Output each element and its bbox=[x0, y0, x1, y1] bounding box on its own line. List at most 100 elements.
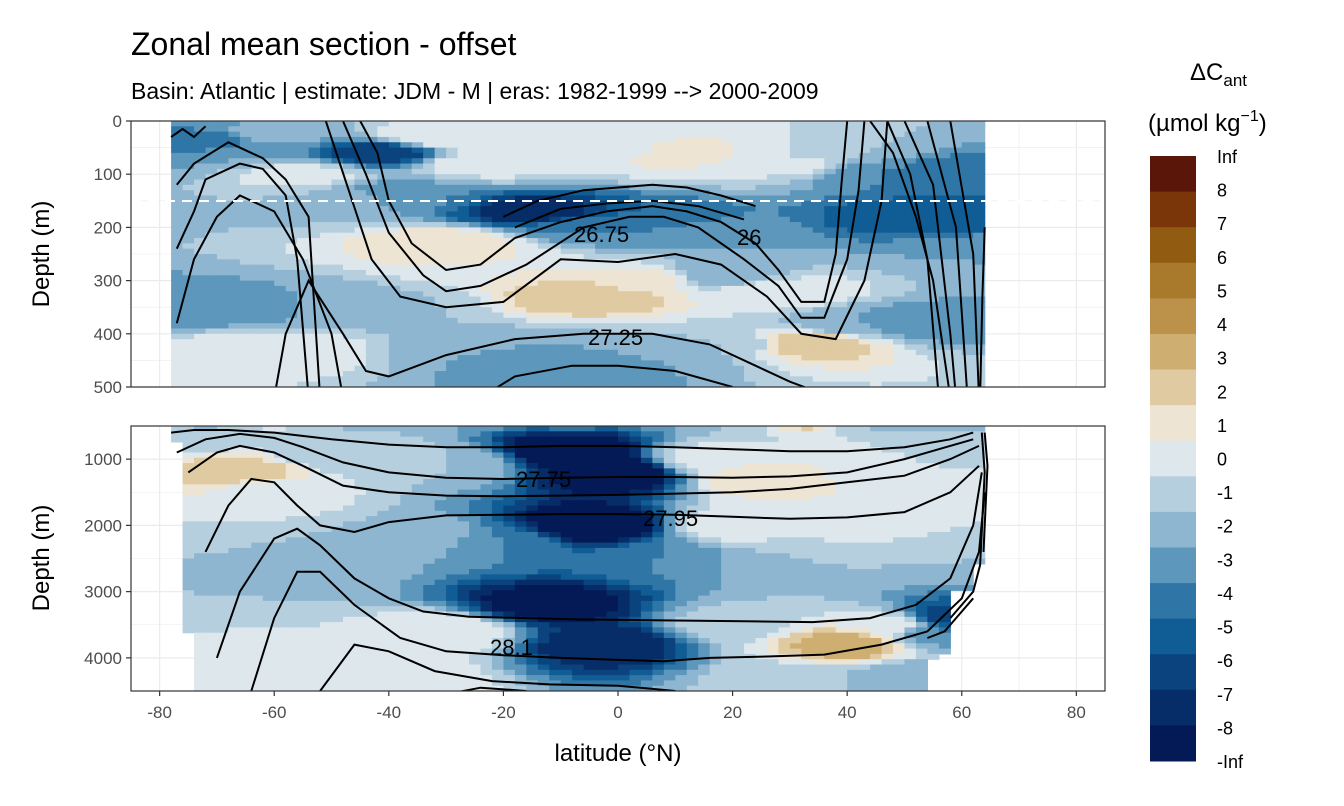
field-cell-upper bbox=[709, 312, 722, 319]
field-cell-upper bbox=[870, 168, 883, 175]
field-cell-upper bbox=[824, 280, 837, 287]
field-cell-upper bbox=[583, 312, 596, 319]
field-cell-lower bbox=[400, 494, 413, 501]
field-cell-lower bbox=[663, 457, 676, 464]
contour-label-27-25: 27.25 bbox=[588, 325, 643, 350]
field-cell-lower bbox=[778, 452, 791, 459]
field-cell-upper bbox=[927, 163, 940, 170]
field-cell-upper bbox=[744, 243, 757, 250]
field-cell-upper bbox=[434, 190, 447, 197]
field-cell-upper bbox=[377, 264, 390, 271]
field-cell-upper bbox=[870, 131, 883, 138]
field-cell-upper bbox=[434, 381, 447, 387]
field-cell-upper bbox=[182, 259, 195, 266]
field-cell-upper bbox=[801, 227, 814, 234]
field-cell-lower bbox=[732, 441, 745, 448]
field-cell-upper bbox=[755, 121, 768, 127]
field-cell-upper bbox=[205, 190, 218, 197]
field-cell-upper bbox=[847, 344, 860, 351]
panel-upper-border bbox=[130, 120, 1106, 388]
field-cell-lower bbox=[870, 441, 883, 448]
field-cell-upper bbox=[549, 195, 562, 202]
field-cell-upper bbox=[491, 291, 505, 298]
field-cell-upper bbox=[801, 312, 814, 319]
field-cell-upper bbox=[354, 121, 367, 127]
field-cell-upper bbox=[698, 323, 711, 330]
field-cell-upper bbox=[480, 371, 493, 377]
field-cell-upper bbox=[297, 301, 310, 308]
field-cell-upper bbox=[778, 163, 791, 170]
field-cell-upper bbox=[595, 333, 608, 340]
field-cell-upper bbox=[881, 254, 894, 260]
field-cell-upper bbox=[858, 195, 871, 202]
field-cell-upper bbox=[342, 163, 356, 170]
field-cell-upper bbox=[904, 280, 917, 287]
field-cell-lower bbox=[858, 426, 871, 432]
field-cell-lower bbox=[618, 521, 631, 528]
field-cell-lower bbox=[961, 484, 974, 491]
field-cell-upper bbox=[514, 269, 527, 276]
field-cell-upper bbox=[801, 147, 814, 154]
field-cell-upper bbox=[297, 285, 310, 292]
field-cell-upper bbox=[400, 264, 413, 271]
field-cell-upper bbox=[308, 355, 321, 361]
field-cell-lower bbox=[537, 500, 550, 507]
field-cell-upper bbox=[377, 323, 390, 330]
field-cell-upper bbox=[457, 174, 470, 181]
field-cell-upper bbox=[858, 381, 871, 387]
field-cell-upper bbox=[377, 301, 390, 308]
field-cell-upper bbox=[331, 264, 344, 271]
field-cell-lower bbox=[698, 436, 711, 443]
field-cell-upper bbox=[686, 254, 699, 260]
field-cell-upper bbox=[881, 190, 894, 197]
field-cell-upper bbox=[950, 211, 963, 218]
field-cell-upper bbox=[480, 238, 493, 244]
field-cell-upper bbox=[308, 333, 321, 340]
field-cell-upper bbox=[915, 275, 928, 282]
field-cell-lower bbox=[342, 436, 356, 443]
field-cell-lower bbox=[766, 426, 780, 432]
field-cell-upper bbox=[950, 381, 963, 387]
field-cell-upper bbox=[938, 307, 951, 314]
field-cell-upper bbox=[205, 152, 218, 159]
field-cell-upper bbox=[560, 126, 573, 133]
field-cell-upper bbox=[503, 232, 516, 239]
field-cell-upper bbox=[469, 296, 482, 303]
field-cell-upper bbox=[618, 121, 631, 127]
field-cell-upper bbox=[514, 323, 527, 330]
field-cell-upper bbox=[572, 152, 585, 159]
field-cell-upper bbox=[652, 174, 665, 181]
field-cell-upper bbox=[812, 259, 825, 266]
field-cell-upper bbox=[171, 121, 184, 127]
field-cell-lower bbox=[514, 447, 527, 454]
field-cell-upper bbox=[320, 216, 333, 223]
field-cell-upper bbox=[308, 184, 321, 191]
field-cell-upper bbox=[216, 371, 229, 377]
field-cell-upper bbox=[251, 344, 264, 351]
field-cell-upper bbox=[904, 248, 917, 255]
field-cell-lower bbox=[675, 431, 688, 438]
field-cell-upper bbox=[709, 381, 722, 387]
field-cell-upper bbox=[652, 301, 665, 308]
field-cell-lower bbox=[171, 426, 184, 432]
field-cell-lower bbox=[744, 426, 757, 432]
field-cell-lower bbox=[835, 468, 848, 475]
field-cell-upper bbox=[893, 259, 906, 266]
field-cell-upper bbox=[606, 349, 619, 356]
field-cell-upper bbox=[469, 269, 482, 276]
field-cell-upper bbox=[514, 248, 527, 255]
field-cell-upper bbox=[434, 248, 447, 255]
field-cell-upper bbox=[205, 211, 218, 218]
field-cell-upper bbox=[595, 323, 608, 330]
field-cell-upper bbox=[549, 275, 562, 282]
field-cell-upper bbox=[801, 349, 814, 356]
field-cell-upper bbox=[411, 254, 424, 260]
field-cell-lower bbox=[262, 473, 275, 480]
field-cell-lower bbox=[354, 479, 367, 485]
field-cell-upper bbox=[652, 349, 665, 356]
field-cell-lower bbox=[503, 494, 516, 501]
field-cell-upper bbox=[675, 121, 688, 127]
field-cell-upper bbox=[789, 259, 802, 266]
field-cell-lower bbox=[514, 479, 527, 485]
field-cell-lower bbox=[835, 463, 848, 469]
